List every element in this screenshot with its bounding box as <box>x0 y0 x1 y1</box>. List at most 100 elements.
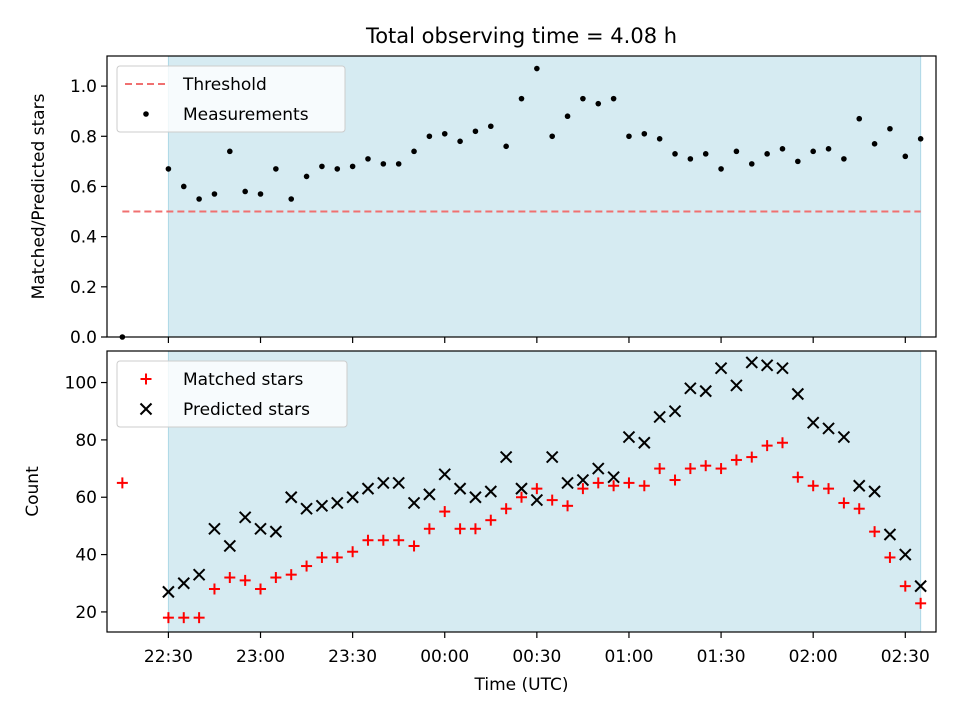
top-panel: 0.0 0.2 0.4 0.6 0.8 1.0 Total observing time … <box>29 24 937 348</box>
predicted-star-point <box>699 384 712 398</box>
x-b <box>177 577 190 590</box>
y-tick-label: 80 <box>75 431 97 451</box>
x-b <box>192 568 206 581</box>
measurement-point <box>165 166 172 172</box>
x-b <box>423 488 436 501</box>
predicted-star-point <box>837 430 851 444</box>
predicted-star-point <box>238 511 252 524</box>
x-b <box>607 470 620 484</box>
measurement-point <box>779 146 786 152</box>
y-tick-label: 0.2 <box>70 278 97 298</box>
matched-star-point <box>500 503 512 515</box>
x-tick-label: 23:30 <box>328 647 377 667</box>
predicted-star-point <box>223 539 237 553</box>
x-b <box>868 485 881 498</box>
predicted-star-point <box>269 525 283 538</box>
measurement-point <box>687 156 694 162</box>
x-b <box>638 436 651 449</box>
x-b <box>545 450 559 464</box>
measurement-point <box>518 95 525 102</box>
matched-star-point <box>285 569 297 581</box>
matched-star-point <box>301 560 313 572</box>
x-b <box>346 491 359 504</box>
matched-star-point <box>485 514 497 526</box>
matched-star-point <box>562 500 574 512</box>
x-tick-label: 02:30 <box>881 647 930 667</box>
predicted-star-point <box>423 488 436 501</box>
predicted-star-point <box>561 476 574 490</box>
matched-star-point <box>255 583 267 595</box>
predicted-star-point <box>438 468 451 481</box>
matched-star-point <box>638 480 650 492</box>
x-tick-label: 23:00 <box>236 647 285 667</box>
matched-star-point <box>776 437 788 449</box>
measurement-point <box>764 151 770 157</box>
predicted-star-point <box>469 491 482 504</box>
measurement-point <box>472 128 479 135</box>
bottom-legend: Matched stars Predicted stars <box>116 360 348 428</box>
matched-star-point <box>531 483 543 495</box>
y-tick-label: 0.6 <box>70 177 97 197</box>
predicted-star-point <box>853 479 866 492</box>
x-b <box>837 430 851 444</box>
x-b <box>899 548 912 561</box>
x-b <box>791 387 805 401</box>
x-b <box>745 356 758 369</box>
matched-star-point <box>869 526 881 538</box>
x-b <box>238 511 252 524</box>
measurements-points <box>119 65 924 340</box>
matched-stars-points <box>116 437 927 624</box>
x-b <box>806 416 820 429</box>
x-b <box>853 479 866 492</box>
matched-star-point <box>377 534 389 546</box>
matched-star-point <box>592 477 604 489</box>
x-b <box>684 382 697 395</box>
measurement-point <box>365 156 371 162</box>
x-b <box>269 525 283 538</box>
matched-star-point <box>746 451 758 463</box>
x-b <box>668 405 682 418</box>
x-b <box>653 410 666 424</box>
matched-star-point <box>316 551 328 563</box>
x-b <box>883 528 897 541</box>
measurement-point <box>180 183 187 190</box>
matched-star-point <box>347 546 359 558</box>
measurement-point <box>257 191 264 197</box>
top-axes-frame <box>106 55 937 338</box>
measurement-point <box>702 151 709 157</box>
predicted-star-point <box>346 491 359 504</box>
y-tick-label: 0.4 <box>70 228 97 248</box>
measurement-point <box>841 156 847 162</box>
predicted-star-point <box>530 493 544 507</box>
predicted-star-point <box>285 491 298 504</box>
x-b <box>776 361 789 375</box>
measurement-point <box>534 65 540 72</box>
predicted-star-point <box>592 462 605 475</box>
measurement-point <box>303 173 310 180</box>
predicted-star-point <box>868 485 881 498</box>
predicted-star-point <box>315 499 329 513</box>
x-b <box>714 361 728 375</box>
predicted-star-point <box>914 579 927 593</box>
x-b <box>392 476 405 490</box>
bottom-x-ticks: 22:30 23:00 23:30 00:00 00:30 01:00 01:30 02:00… <box>144 632 930 667</box>
predicted-star-point <box>899 548 912 561</box>
matched-star-point <box>669 474 681 486</box>
y-tick-label: 60 <box>75 488 97 508</box>
matched-star-point <box>884 551 896 563</box>
measurement-point <box>902 153 909 160</box>
y-tick-label: 1.0 <box>70 77 97 97</box>
measurement-point <box>380 161 387 167</box>
x-b <box>469 491 482 504</box>
predicted-star-point <box>254 522 267 535</box>
x-b <box>331 496 344 510</box>
measurement-point <box>273 166 279 172</box>
matched-star-point <box>546 494 558 506</box>
measurement-point <box>503 143 509 150</box>
x-b <box>438 468 451 481</box>
matched-star-point <box>853 503 865 515</box>
top-x-ticks <box>167 337 906 343</box>
x-tick-label: 00:00 <box>420 647 469 667</box>
predicted-star-point <box>162 585 175 599</box>
matched-star-point <box>362 534 374 546</box>
